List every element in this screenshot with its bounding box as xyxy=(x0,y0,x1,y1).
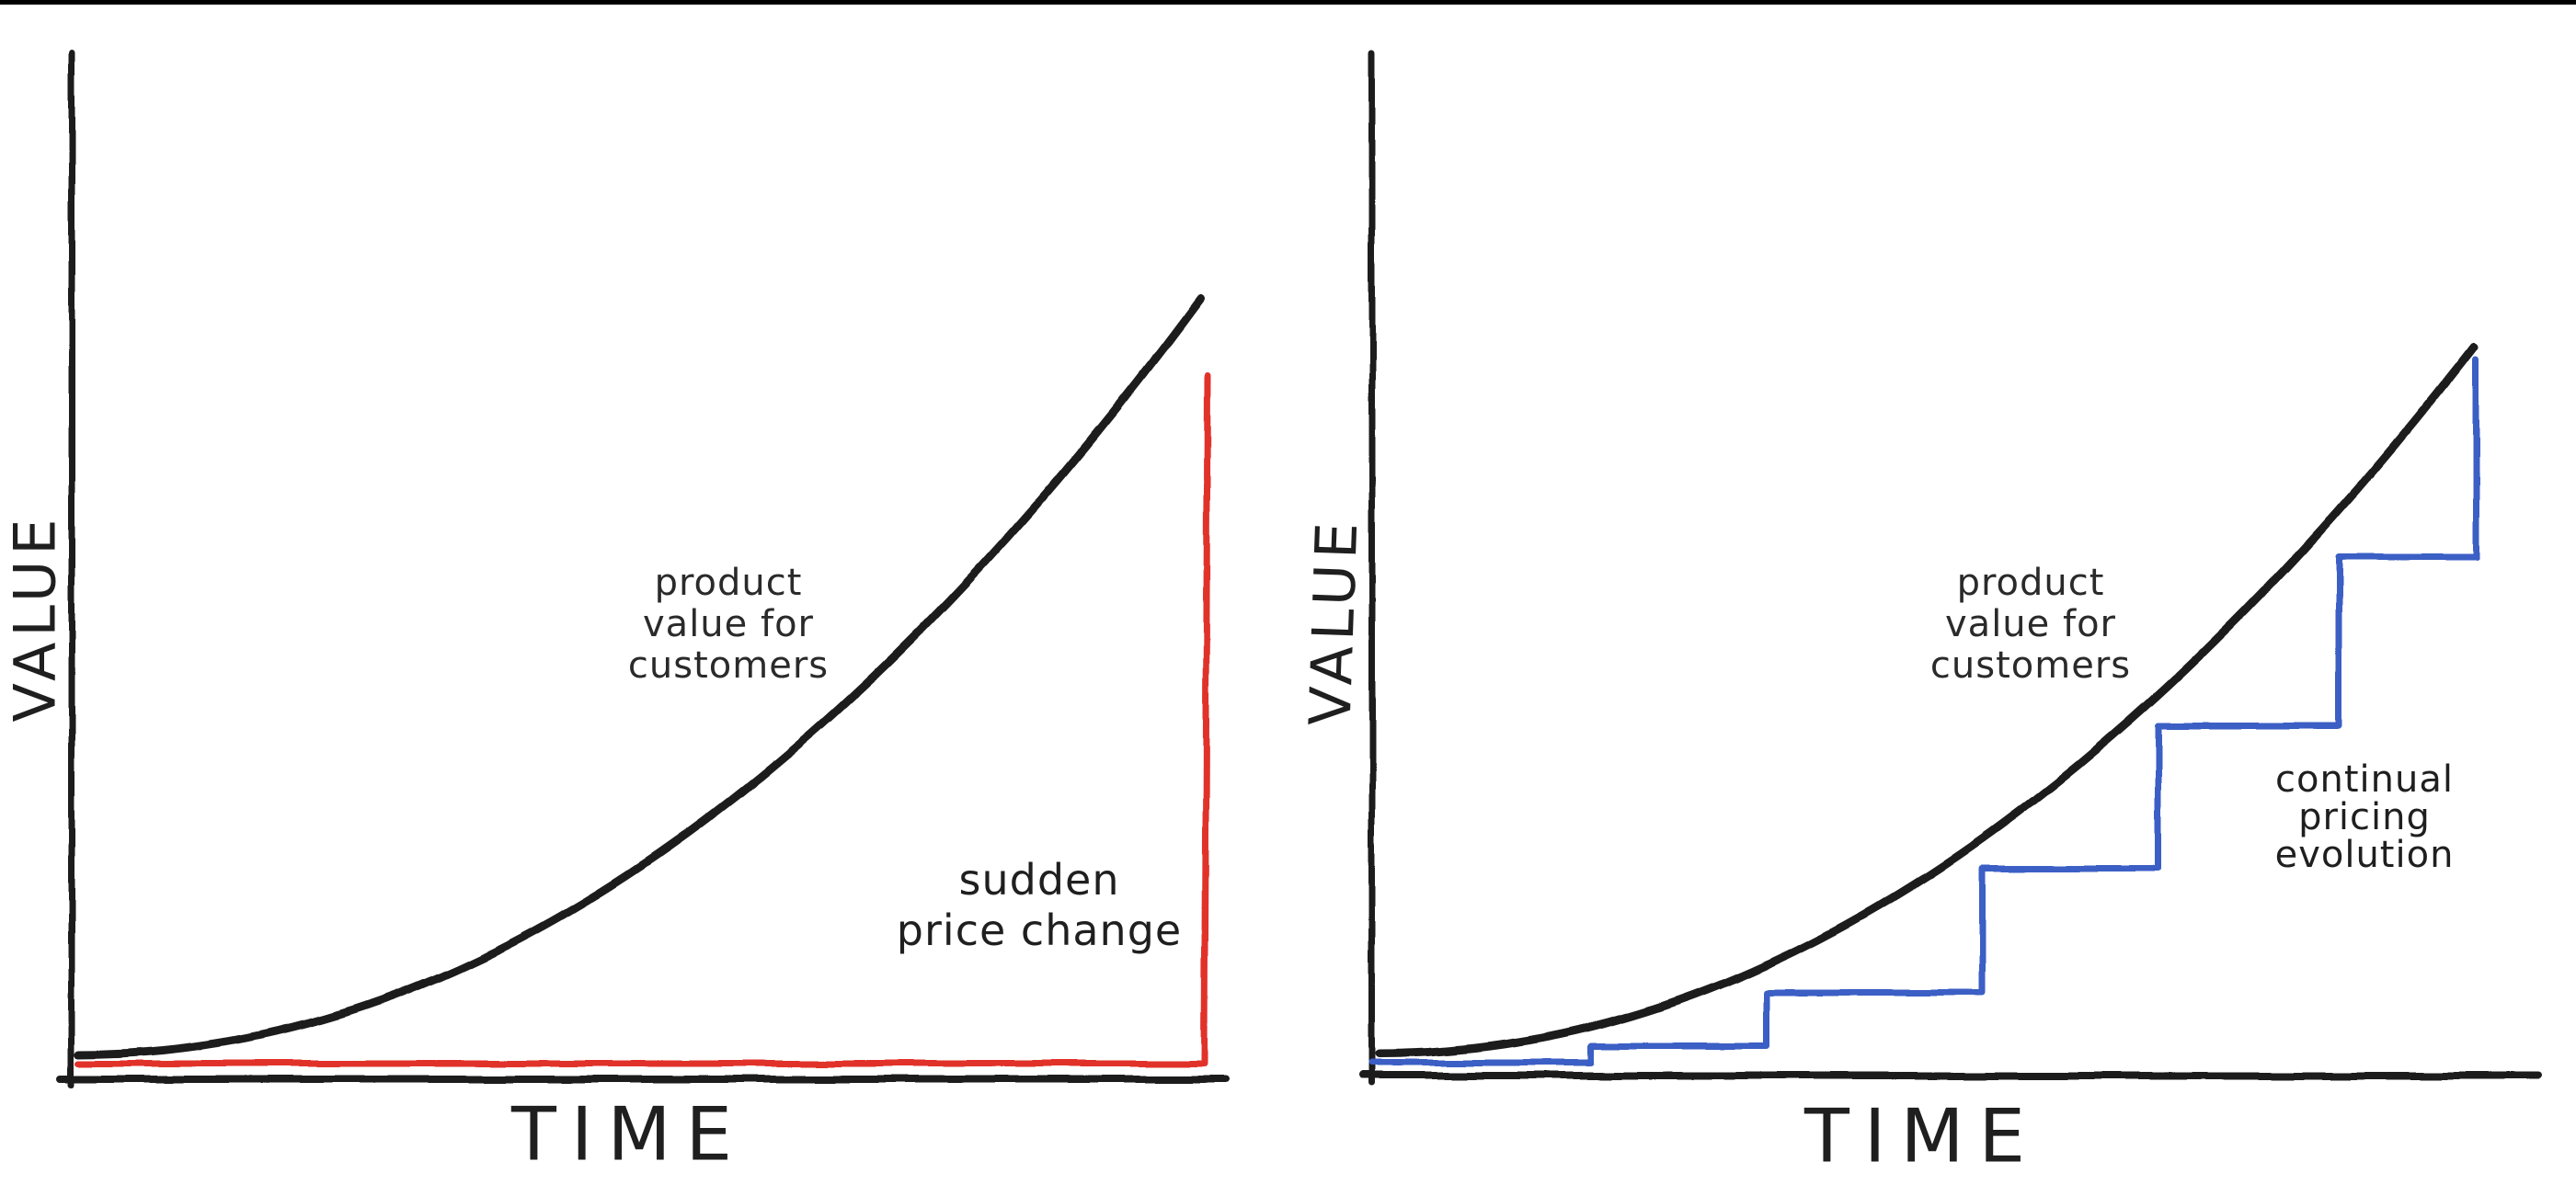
right-curve-annotation-line3: customers xyxy=(1929,644,2132,687)
continual-pricing-annotation-line2: pricing xyxy=(2298,796,2431,838)
sudden-price-annotation: sudden price change xyxy=(897,855,1182,956)
right-curve-annotation: product value for customers xyxy=(1930,563,2131,687)
top-edge-bar xyxy=(0,0,2576,5)
left-value-axis-label: VALUE xyxy=(1,513,69,723)
sudden-price-annotation-line2: price change xyxy=(896,906,1183,955)
left-curve-annotation: product value for customers xyxy=(628,563,829,687)
right-curve-annotation-line2: value for xyxy=(1945,603,2116,645)
left-curve-annotation-line3: customers xyxy=(627,644,830,687)
right-curve-annotation-line1: product xyxy=(1956,562,2105,604)
sudden-price-annotation-line1: sudden xyxy=(958,855,1120,905)
right-value-axis-label: VALUE xyxy=(1296,516,1371,727)
chart-strokes-sudden xyxy=(57,49,1230,1088)
continual-pricing-annotation: continual pricing evolution xyxy=(2275,761,2455,874)
left-curve-annotation-line1: product xyxy=(654,562,803,604)
chart-strokes-continual xyxy=(1359,49,2542,1087)
right-time-axis-label: TIME xyxy=(1803,1093,2041,1179)
continual-pricing-annotation-line3: evolution xyxy=(2274,834,2455,876)
left-curve-annotation-line2: value for xyxy=(643,603,814,645)
continual-pricing-annotation-line1: continual xyxy=(2275,758,2454,801)
left-time-axis-label: TIME xyxy=(510,1091,748,1178)
